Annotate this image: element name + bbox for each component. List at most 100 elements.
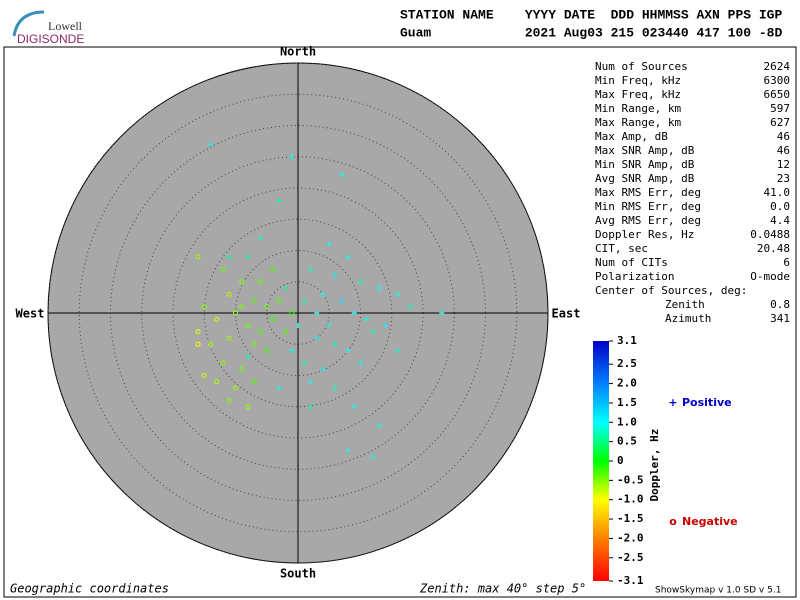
source-plus: [333, 341, 338, 347]
source-plus: [376, 285, 382, 291]
source-circle: [264, 304, 270, 310]
stat-value: 0.0: [770, 200, 790, 213]
source-plus: [320, 291, 326, 297]
source-plus: [301, 298, 307, 303]
colorbar-tick-label: -0.5: [617, 473, 644, 486]
source-circle: [233, 385, 238, 391]
source-circle: [233, 310, 238, 316]
source-plus: [276, 198, 282, 203]
source-plus: [376, 423, 382, 428]
source-plus: [339, 173, 345, 178]
stat-value: 46: [777, 130, 790, 143]
colorbar-tick-label: 0.5: [617, 435, 637, 448]
source-plus: [370, 329, 376, 335]
source-circle: [289, 310, 295, 316]
logo-swoosh: [12, 10, 45, 37]
stat-label: Min Range, km: [595, 102, 681, 115]
stat-value: O-mode: [750, 270, 790, 283]
center-value: 341: [770, 312, 790, 325]
source-circle: [220, 266, 226, 272]
source-circle: [258, 329, 263, 335]
legend-marker: +: [668, 396, 677, 409]
center-title: Center of Sources, deg:: [595, 284, 747, 297]
source-plus: [351, 404, 357, 410]
colorbar: [593, 341, 609, 581]
stat-label: Min SNR Amp, dB: [595, 158, 695, 171]
source-circle: [220, 360, 226, 366]
source-plus: [345, 348, 351, 353]
source-circle: [251, 379, 257, 385]
source-circle: [270, 316, 276, 322]
source-circle: [245, 323, 251, 328]
stat-value: 23: [777, 172, 790, 185]
colorbar-tick-label: 0: [617, 454, 624, 467]
stat-label: Max RMS Err, deg: [595, 186, 701, 199]
logo-bottom: DIGISONDE: [17, 32, 84, 46]
stat-value: 46: [777, 144, 790, 157]
source-circle: [201, 373, 207, 378]
footer-center: Zenith: max 40° step 5°: [419, 582, 586, 596]
colorbar-tick-label: -2.0: [617, 531, 644, 544]
colorbar-tick-label: -1.5: [617, 512, 644, 525]
source-circle: [226, 398, 232, 403]
stat-value: 20.48: [757, 242, 790, 255]
colorbar-label: Doppler, Hz: [648, 429, 661, 502]
source-plus: [314, 335, 320, 341]
footer-right: ShowSkymap v 1.0 SD v 5.1: [655, 586, 781, 596]
source-circle: [283, 329, 288, 335]
stat-value: 6300: [764, 74, 791, 87]
east-label: East: [552, 307, 581, 321]
source-circle: [251, 341, 257, 347]
west-label: West: [16, 307, 45, 321]
source-plus: [351, 310, 357, 316]
footer-left: Geographic coordinates: [10, 582, 169, 596]
stat-label: Doppler Res, Hz: [595, 228, 694, 241]
source-plus: [226, 254, 232, 260]
colorbar-tick-label: 2.5: [617, 357, 637, 370]
header-line: STATION NAME YYYY DATE DDD HHMMSS AXN PP…: [400, 7, 782, 22]
stat-label: Polarization: [595, 270, 674, 283]
center-label: Azimuth: [665, 312, 711, 325]
stat-value: 597: [770, 102, 790, 115]
source-circle: [214, 316, 220, 322]
source-plus: [289, 348, 295, 353]
stat-label: Min Freq, kHz: [595, 74, 681, 87]
stat-value: 6650: [764, 88, 791, 101]
colorbar-tick-label: 3.1: [617, 334, 637, 347]
source-plus: [308, 404, 313, 410]
stat-label: Avg SNR Amp, dB: [595, 172, 695, 185]
source-plus: [358, 279, 363, 285]
source-plus: [276, 385, 282, 391]
source-circle: [276, 298, 282, 303]
stat-label: Max Amp, dB: [595, 130, 668, 143]
stat-value: 6: [783, 256, 790, 269]
legend-label: Positive: [682, 396, 732, 409]
stat-label: Max Range, km: [595, 116, 681, 129]
source-circle: [208, 341, 213, 347]
source-plus: [283, 285, 288, 291]
source-plus: [333, 273, 338, 278]
source-plus: [345, 254, 351, 260]
source-circle: [239, 279, 245, 285]
source-circle: [245, 404, 251, 410]
stat-label: Avg RMS Err, deg: [595, 214, 701, 227]
source-circle: [251, 298, 257, 303]
source-plus: [395, 348, 401, 353]
stat-value: 2624: [764, 60, 791, 73]
source-plus: [295, 323, 301, 328]
header-line: Guam 2021 Aug03 215 023440 417 100 -8D: [400, 25, 782, 40]
source-plus: [308, 266, 313, 272]
source-circle: [201, 304, 207, 310]
source-plus: [258, 235, 263, 241]
source-plus: [395, 291, 401, 297]
source-plus: [439, 310, 445, 316]
source-circle: [195, 329, 201, 335]
source-circle: [239, 366, 245, 372]
colorbar-tick-label: -2.5: [617, 551, 644, 564]
stat-label: Max Freq, kHz: [595, 88, 681, 101]
stat-value: 0.0488: [750, 228, 790, 241]
colorbar-tick-label: 1.5: [617, 396, 637, 409]
source-circle: [239, 304, 245, 310]
source-plus: [245, 254, 251, 260]
source-plus: [289, 154, 295, 160]
